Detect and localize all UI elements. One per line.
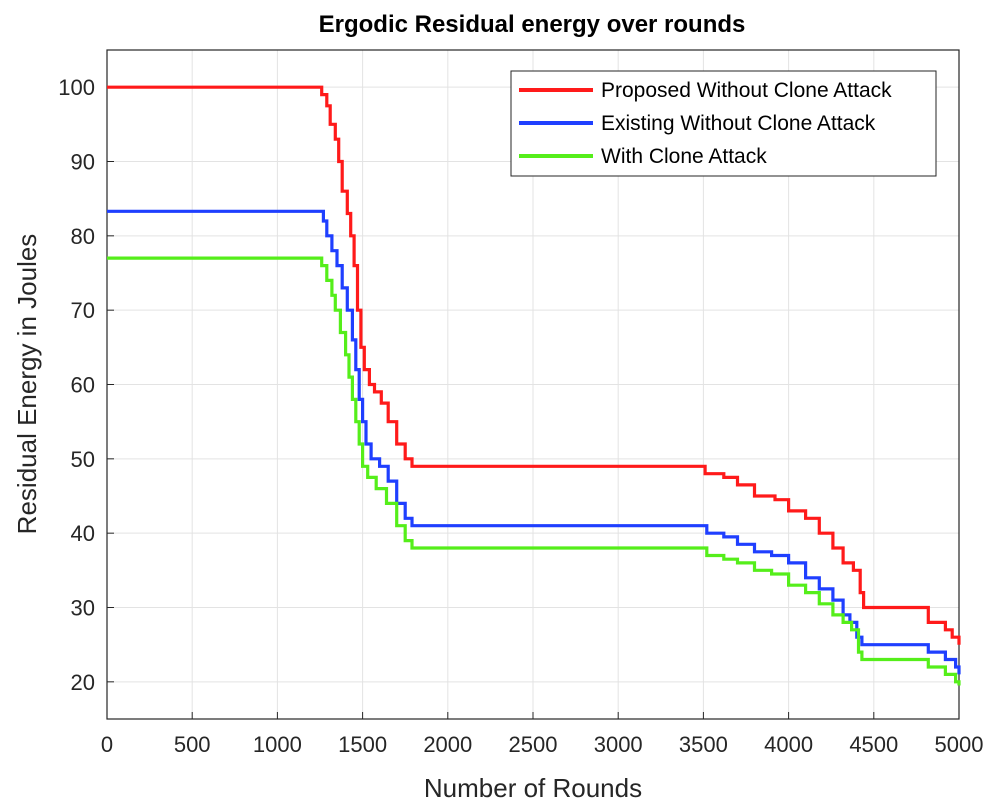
- y-tick-label: 80: [71, 224, 95, 249]
- legend: Proposed Without Clone Attack Existing Wi…: [510, 70, 937, 177]
- x-tick-label: 3500: [679, 732, 728, 757]
- x-tick-label: 5000: [935, 732, 984, 757]
- y-tick-label: 70: [71, 298, 95, 323]
- x-tick-label: 1000: [253, 732, 302, 757]
- legend-label-3: With Clone Attack: [601, 145, 767, 168]
- y-tick-label: 30: [71, 596, 95, 621]
- x-tick-label: 2500: [509, 732, 558, 757]
- x-tick-label: 1500: [338, 732, 387, 757]
- y-tick-label: 20: [71, 670, 95, 695]
- x-tick-label: 2000: [423, 732, 472, 757]
- series-line-2: [107, 209, 961, 675]
- chart-title: Ergodic Residual energy over rounds: [319, 11, 746, 38]
- x-tick-label: 4000: [764, 732, 813, 757]
- y-tick-label: 50: [71, 447, 95, 472]
- legend-label-1: Proposed Without Clone Attack: [601, 79, 892, 102]
- series-line-3: [107, 256, 961, 686]
- x-tick-label: 0: [101, 732, 113, 757]
- y-tick-label: 90: [71, 150, 95, 175]
- series-lines: [107, 85, 961, 686]
- x-tick-label: 500: [174, 732, 211, 757]
- y-tick-label: 100: [58, 75, 95, 100]
- legend-label-2: Existing Without Clone Attack: [601, 112, 876, 135]
- y-axis-label: Residual Energy in Joules: [12, 234, 42, 535]
- y-tick-label: 60: [71, 373, 95, 398]
- x-tick-label: 3000: [594, 732, 643, 757]
- x-tick-label: 4500: [849, 732, 898, 757]
- x-axis-label: Number of Rounds: [424, 773, 642, 803]
- y-tick-label: 40: [71, 521, 95, 546]
- axis-ticks: 0 500 1000 1500 2000 2500 3000 3500 4000 4500 5000…: [58, 75, 983, 757]
- series-line-1: [107, 85, 961, 645]
